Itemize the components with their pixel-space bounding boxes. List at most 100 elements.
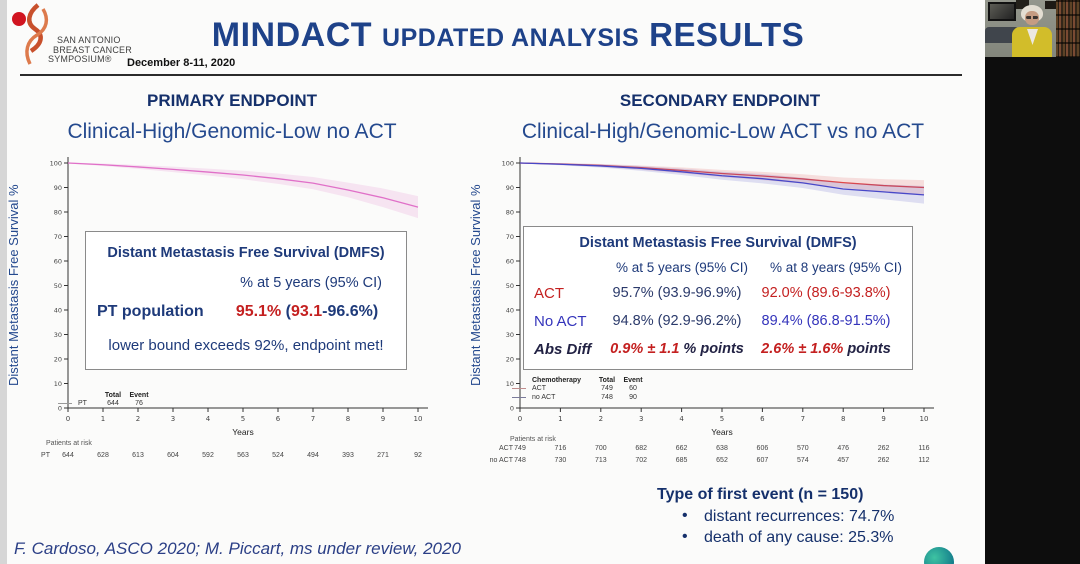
secondary-endpoint-heading: SECONDARY ENDPOINT: [619, 91, 821, 110]
legend-line-icon: [58, 403, 72, 405]
header-divider: [20, 74, 962, 76]
risk-value: 262: [877, 445, 890, 452]
svg-text:10: 10: [920, 415, 929, 423]
svg-text:0: 0: [510, 404, 514, 412]
dmfs-info-title: Distant Metastasis Free Survival (DMFS): [107, 245, 385, 261]
video-panel: [985, 0, 1080, 564]
primary-endpoint-heading: PRIMARY ENDPOINT: [146, 91, 318, 110]
dmfs-table-header: % at 5 years (95% CI) % at 8 years (95% …: [524, 260, 912, 275]
risk-value: 682: [635, 445, 648, 452]
sabcs-line2: BREAST CANCER: [53, 44, 132, 55]
risk-value: 112: [918, 457, 930, 464]
first-event-bullet: distant recurrences: 74.7%: [682, 507, 894, 526]
dmfs-table: Distant Metastasis Free Survival (DMFS) …: [523, 226, 913, 370]
secondary-km-legend: Chemotherapy Total Event ACT 749 60 no ACT 748 9…: [512, 376, 646, 402]
svg-text:30: 30: [506, 331, 514, 339]
svg-text:6: 6: [276, 415, 281, 423]
citation-text: F. Cardoso, ASCO 2020; M. Piccart, ms un…: [14, 539, 461, 558]
risk-value: 628: [97, 452, 109, 459]
risk-value: 716: [554, 445, 567, 452]
risk-value: 271: [377, 452, 389, 459]
svg-text:7: 7: [801, 415, 805, 423]
svg-text:30: 30: [54, 331, 62, 339]
risk-value: 685: [675, 457, 688, 464]
risk-value: 592: [202, 452, 214, 459]
risk-value: 457: [837, 457, 850, 464]
risk-value: 262: [877, 457, 890, 464]
svg-text:9: 9: [381, 415, 385, 423]
legend-header-row: Chemotherapy Total Event: [532, 376, 643, 384]
risk-value: 652: [716, 457, 728, 464]
symposium-date: December 8-11, 2020: [127, 57, 236, 69]
risk-value: 749: [514, 445, 526, 452]
svg-text:1: 1: [101, 415, 105, 423]
screen-left-edge: [0, 0, 7, 564]
bookshelf-shape: [1056, 0, 1080, 57]
svg-text:0: 0: [518, 415, 522, 423]
svg-text:4: 4: [206, 415, 211, 423]
svg-text:3: 3: [171, 415, 175, 423]
dmfs-col-8years: % at 8 years (95% CI): [769, 260, 903, 275]
svg-text:70: 70: [54, 233, 62, 241]
risk-value: 563: [237, 452, 249, 459]
presenter-shirt: [1027, 29, 1038, 45]
webcam-video[interactable]: [985, 0, 1080, 57]
svg-text:0: 0: [58, 404, 62, 412]
primary-patients-at-risk-table: PT 644 628 613 604 592 563 524 494 393 271 92: [20, 452, 455, 478]
legend-line-icon: [512, 396, 526, 398]
dmfs-table-row: Abs Diff 0.9% ± 1.1 % points 2.6% ± 1.6% p…: [534, 340, 891, 358]
sabcs-line1: SAN ANTONIO: [57, 35, 121, 45]
svg-text:9: 9: [881, 415, 885, 423]
risk-value: 638: [716, 445, 728, 452]
svg-text:80: 80: [506, 208, 514, 216]
picture-frame-icon: [1016, 0, 1029, 9]
svg-text:20: 20: [506, 355, 514, 363]
risk-value: 713: [594, 457, 607, 464]
risk-value: 92: [414, 452, 422, 459]
svg-text:8: 8: [841, 415, 845, 423]
secondary-km-chart: 0 10 20 30 40 50 60 70 80 90 100 0 1 2 3 4 5 6 7 8 9 10: [502, 157, 934, 423]
svg-text:5: 5: [720, 415, 724, 423]
svg-text:3: 3: [639, 415, 643, 423]
svg-text:100: 100: [50, 159, 62, 167]
svg-text:60: 60: [54, 257, 62, 265]
svg-text:10: 10: [414, 415, 423, 423]
risk-value: 606: [756, 445, 769, 452]
patients-at-risk-row: no ACT 748 730 713 702 685 652 607 574 457 262 112: [480, 457, 960, 469]
primary-endpoint-subtitle: Clinical-High/Genomic-Low no ACT: [67, 120, 397, 143]
pt-population-label: PT population: [97, 303, 204, 320]
svg-text:50: 50: [54, 282, 62, 290]
first-event-bullet: death of any cause: 25.3%: [682, 528, 894, 547]
svg-text:80: 80: [54, 208, 62, 216]
risk-value: 607: [756, 457, 769, 464]
risk-value: 494: [307, 452, 319, 459]
svg-text:50: 50: [506, 282, 514, 290]
risk-value: 116: [918, 445, 930, 452]
svg-text:8: 8: [346, 415, 350, 423]
dmfs-table-row: No ACT 94.8% (92.9-96.2%) 89.4% (86.8-91.5…: [534, 312, 891, 330]
svg-text:60: 60: [506, 257, 514, 265]
svg-text:100: 100: [502, 159, 514, 167]
glasses-icon: [1026, 16, 1038, 19]
svg-text:2: 2: [599, 415, 603, 423]
sabcs-line3: SYMPOSIUM®: [48, 54, 112, 64]
patients-at-risk-row: ACT 749 716 700 682 662 638 606 570 476 262 116: [480, 445, 960, 457]
secondary-endpoint-subtitle: Clinical-High/Genomic-Low ACT vs no ACT: [521, 120, 925, 143]
primary-km-legend: Total Event PT 644 76: [58, 391, 152, 408]
dmfs-col-5years: % at 5 years (95% CI): [615, 260, 749, 275]
risk-row-label: no ACT: [489, 457, 513, 464]
svg-text:20: 20: [54, 355, 62, 363]
svg-text:70: 70: [506, 233, 514, 241]
first-event-title: Type of first event (n = 150): [657, 486, 864, 503]
title-mindact: MINDACT: [211, 16, 373, 54]
risk-value: 574: [796, 457, 809, 464]
svg-text:5: 5: [241, 415, 245, 423]
slide-title: MINDACT UPDATED ANALYSIS RESULTS: [212, 16, 804, 55]
picture-frame-icon: [1045, 1, 1056, 9]
secondary-patients-at-risk-table: ACT 749 716 700 682 662 638 606 570 476 262 116 no A…: [480, 445, 960, 471]
risk-value: 730: [554, 457, 567, 464]
svg-text:10: 10: [54, 380, 62, 388]
svg-text:90: 90: [54, 184, 62, 192]
risk-value: 662: [675, 445, 688, 452]
